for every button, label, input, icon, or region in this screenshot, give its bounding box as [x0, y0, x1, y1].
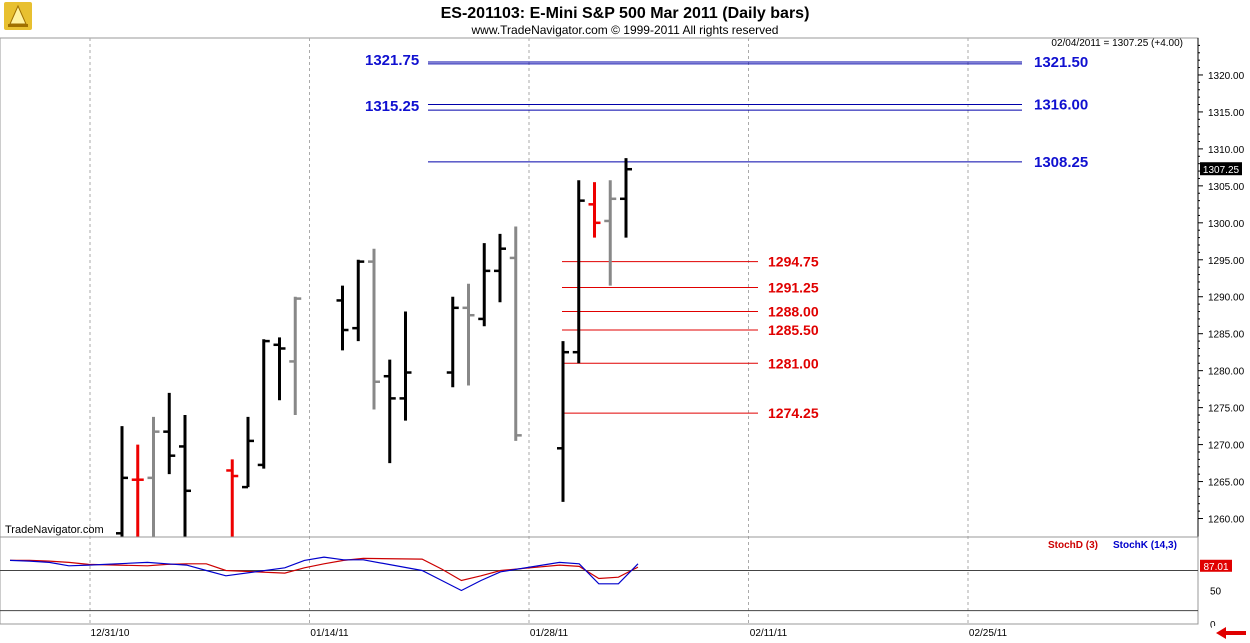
- resistance-label-right: 1321.50: [1034, 54, 1088, 71]
- ohlc-bar: [478, 243, 491, 327]
- support-label: 1274.25: [768, 405, 819, 421]
- y-tick-label: 1265.00: [1208, 478, 1245, 489]
- copyright-text: www.TradeNavigator.com © 1999-2011 All r…: [471, 23, 779, 37]
- stoch-value-label: 87.01: [1203, 562, 1228, 573]
- ohlc-bar: [179, 415, 191, 537]
- legend-stochD: StochD (3): [1048, 540, 1098, 551]
- date-axis: 12/31/10 01/14/11 01/28/11 02/11/11 02/25/11: [91, 628, 1008, 639]
- ohlc-bar: [147, 416, 160, 537]
- y-tick-label: 1275.00: [1208, 404, 1245, 415]
- stochastic-lines: 0 50 87.01: [0, 556, 1232, 631]
- chart-title: ES-201103: E-Mini S&P 500 Mar 2011 (Dail…: [441, 5, 810, 22]
- support-label: 1281.00: [768, 355, 819, 371]
- last-quote: 02/04/2011 = 1307.25 (+4.00): [1051, 38, 1183, 49]
- resistance-label-right: 1316.00: [1034, 97, 1088, 114]
- ohlc-bar: [588, 182, 601, 238]
- ohlc-bars: [116, 158, 632, 537]
- logo-icon: [4, 2, 32, 30]
- stoch-series-line: [10, 557, 639, 582]
- y-tick-label: 1300.00: [1208, 219, 1245, 230]
- y-tick-label: 1295.00: [1208, 256, 1245, 267]
- resistance-label-right: 1308.25: [1034, 154, 1088, 171]
- ohlc-bar: [368, 248, 380, 410]
- x-tick-label: 12/31/10: [91, 628, 130, 639]
- stoch-y-tick-label: 0: [1210, 620, 1216, 631]
- ohlc-bar: [336, 285, 349, 351]
- ohlc-bar: [226, 459, 239, 537]
- ohlc-bar: [620, 158, 632, 238]
- vertical-gridlines: [89, 38, 969, 624]
- ohlc-bar: [604, 180, 617, 286]
- ohlc-bar: [572, 180, 585, 364]
- x-tick-label: 01/28/11: [530, 628, 569, 639]
- scroll-left-arrow-icon[interactable]: [1212, 626, 1248, 641]
- ohlc-bar: [494, 233, 506, 303]
- stoch-y-tick-label: 50: [1210, 587, 1222, 598]
- stoch-panel: [0, 536, 1199, 625]
- ohlc-bar: [289, 296, 302, 416]
- ohlc-bar: [352, 259, 365, 342]
- resistance-label-left: 1321.75: [365, 52, 419, 69]
- ohlc-bar: [273, 337, 286, 401]
- support-label: 1285.50: [768, 322, 819, 338]
- ohlc-bar: [163, 392, 176, 475]
- svg-text:1307.25: 1307.25: [1203, 165, 1240, 176]
- resistance-label-left: 1315.25: [365, 98, 419, 115]
- ohlc-bar: [399, 311, 412, 421]
- current-price-tag: 1307.25: [1200, 162, 1242, 176]
- ohlc-bar: [116, 426, 128, 537]
- y-tick-label: 1320.00: [1208, 71, 1245, 82]
- y-tick-label: 1290.00: [1208, 293, 1245, 304]
- stoch-value-tag: [1200, 559, 1232, 572]
- x-tick-label: 02/11/11: [750, 628, 788, 639]
- stoch-series-line: [9, 556, 639, 592]
- y-tick-label: 1305.00: [1208, 182, 1245, 193]
- y-tick-label: 1280.00: [1208, 367, 1245, 378]
- ohlc-bar: [131, 444, 144, 537]
- ohlc-bar: [446, 296, 459, 388]
- support-label: 1291.25: [768, 280, 819, 296]
- y-tick-label: 1285.00: [1208, 330, 1245, 341]
- y-tick-label: 1270.00: [1208, 441, 1245, 452]
- price-levels: 1321.75 1321.50 1315.25 1316.00 1308.25 1294.…: [365, 52, 1088, 421]
- x-tick-label: 02/25/11: [969, 628, 1008, 639]
- ohlc-bar: [509, 226, 522, 441]
- y-tick-label: 1310.00: [1208, 145, 1245, 156]
- ohlc-bar: [383, 359, 396, 464]
- ohlc-bar: [557, 341, 569, 502]
- legend-stochK: StochK (14,3): [1113, 540, 1177, 551]
- price-axis: 1260.00 1265.00 1270.00 1275.00 1280.00 1285.…: [1197, 38, 1245, 624]
- watermark-text: TradeNavigator.com: [5, 524, 104, 536]
- ohlc-bar: [242, 416, 254, 489]
- y-tick-label: 1260.00: [1208, 515, 1245, 526]
- ohlc-bar: [257, 339, 270, 469]
- y-tick-label: 1315.00: [1208, 108, 1245, 119]
- support-label: 1294.75: [768, 254, 819, 270]
- x-tick-label: 01/14/11: [310, 628, 349, 639]
- ohlc-bar: [462, 283, 475, 386]
- support-label: 1288.00: [768, 304, 819, 320]
